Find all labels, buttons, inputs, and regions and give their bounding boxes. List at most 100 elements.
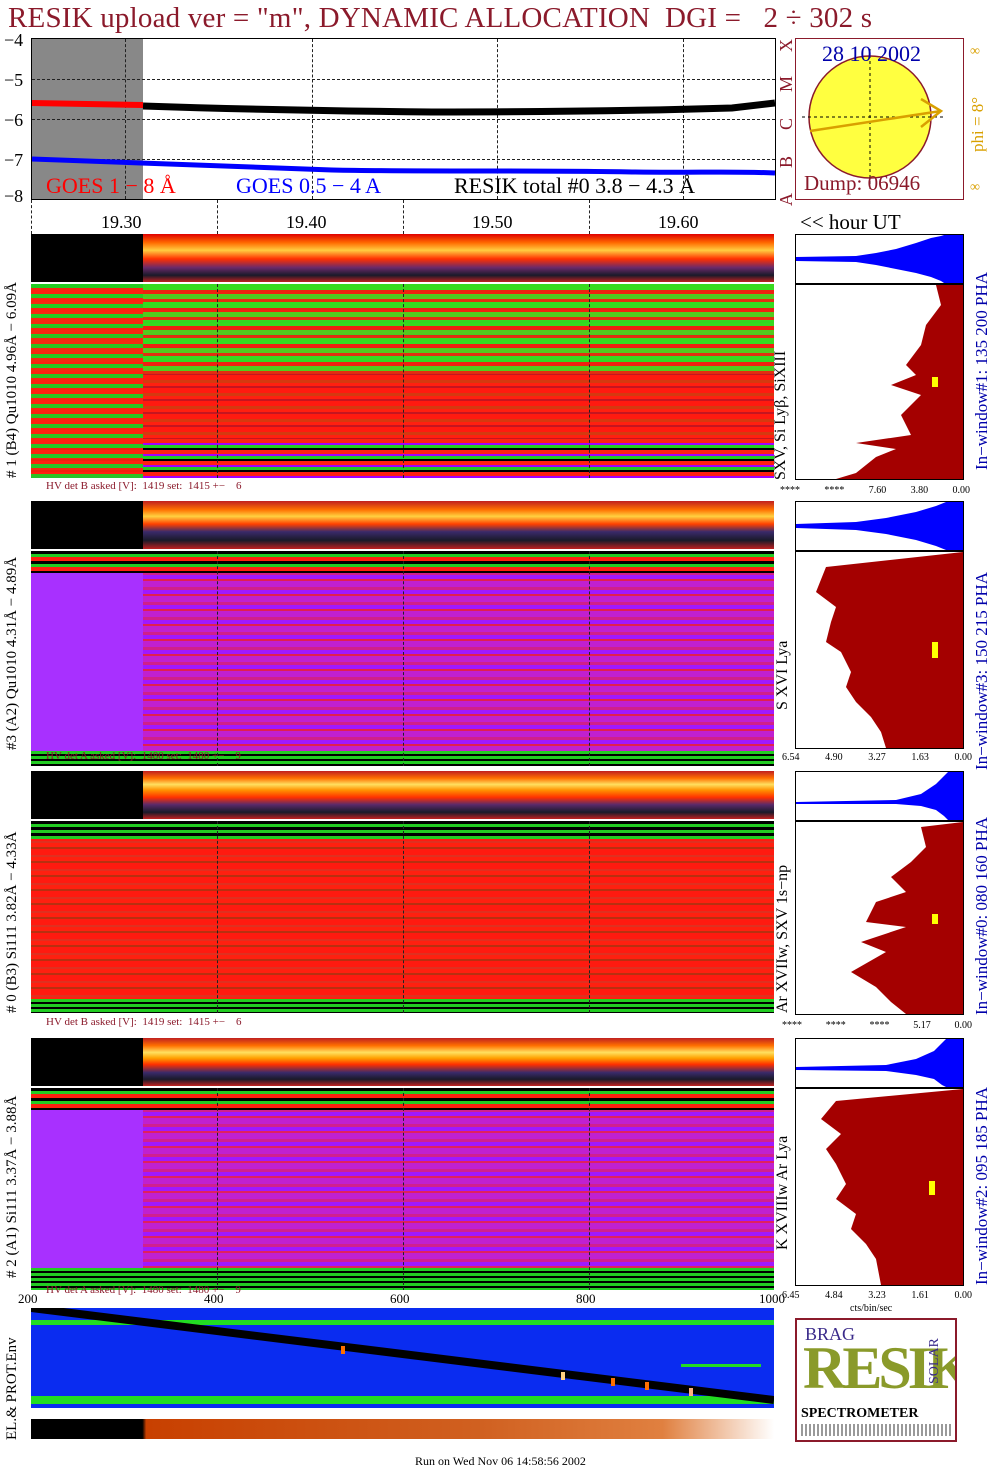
detector-3-left-label: #3 (A2) Qu1010 4.31Å − 4.89Å: [4, 556, 20, 750]
detector-1-window-label: In−window#1: 135 200 PHA: [972, 271, 991, 470]
detector-0-spectrogram: [31, 821, 774, 1013]
env-panel: [31, 1308, 774, 1408]
d0-tick-3: 5.17: [913, 1020, 931, 1031]
d0-tick-1: ****: [825, 1020, 846, 1031]
y-tick-m4: −4: [4, 30, 24, 50]
detector-2-left-label: # 2 (A1) Si111 3.37Å − 3.88Å: [4, 1095, 20, 1278]
detector-0-window-label: In−window#0: 080 160 PHA: [972, 816, 991, 1015]
logo-letters: RESIK: [803, 1335, 957, 1401]
detector-1-line-label: SXV, Si Lyβ, SiXIII: [772, 350, 789, 480]
d2-tick-1: 4.84: [825, 1290, 843, 1301]
d1-tick-0: ****: [780, 485, 800, 496]
dump-label: Dump: 06946: [804, 171, 921, 195]
d3-tick-0: 6.54: [782, 752, 800, 763]
detector-0-left-label: # 0 (B3) Si111 3.82Å − 4.33Å: [4, 831, 20, 1013]
detector-2-hv: HV det A asked [V]: 1480 set: 1480 +− 9: [46, 1284, 241, 1296]
detector-1-pha-hist: [795, 234, 964, 284]
goes-plot: GOES 1 − 8 Å GOES 0.5 − 4 A RESIK total …: [31, 38, 776, 200]
y-tick-m8: −8: [4, 186, 24, 206]
detector-0-line-label: Ar XVIIw, SXV 1s−np: [774, 864, 791, 1013]
time-tick-1940: 19.40: [286, 212, 327, 232]
detector-1-hist-ticks: **** **** 7.60 3.80 0.00: [780, 485, 970, 496]
detector-0-hv: HV det B asked [V]: 1419 set: 1415 +− 6: [46, 1016, 242, 1028]
y-tick-m6: −6: [4, 110, 24, 130]
env-color-bar: [31, 1419, 774, 1439]
detector-0-hist-ticks: **** **** **** 5.17 0.00: [782, 1020, 972, 1031]
detector-2-window-label: In−window#2: 095 185 PHA: [972, 1086, 991, 1285]
bottom-tick-200: 200: [18, 1291, 38, 1306]
logo-caption: SPECTROMETER: [801, 1406, 919, 1421]
detector-1-hv: HV det B asked [V]: 1419 set: 1415 +− 6: [46, 480, 242, 492]
detector-3-spectrogram: [31, 551, 774, 766]
bottom-tick-800: 800: [576, 1291, 596, 1306]
class-letter-b: B: [776, 155, 796, 168]
env-trend-line: [31, 1308, 774, 1404]
sun-date: 28 10 2002: [822, 41, 921, 66]
legend-resik-total: RESIK total #0 3.8 − 4.3 Å: [454, 173, 695, 198]
goes-long-curve: [32, 100, 144, 108]
class-letter-c: C: [776, 117, 796, 130]
bottom-tick-1000: 1000: [759, 1291, 785, 1306]
legend-goes-short: GOES 0.5 − 4 A: [236, 173, 382, 198]
d2-tick-3: 1.61: [911, 1290, 929, 1301]
detector-3-pha-strip: [31, 501, 774, 549]
d2-tick-0: 6.45: [782, 1290, 800, 1301]
detector-0-pha-hist: [795, 771, 964, 821]
detector-2-pha-strip: [31, 1038, 774, 1086]
goes-curves: [32, 99, 775, 176]
time-unit-label: << hour UT: [800, 210, 901, 234]
d0-tick-2: ****: [869, 1020, 890, 1031]
time-tick-1960: 19.60: [658, 212, 699, 232]
d1-tick-2: 7.60: [868, 485, 887, 496]
time-tick-1930: 19.30: [101, 212, 142, 232]
detector-1-pha-strip: [31, 234, 774, 282]
detector-3-hv: HV det A asked [V]: 1480 set: 1480 +− 9: [46, 750, 241, 762]
d2-tick-2: 3.23: [868, 1290, 886, 1301]
logo-side-letters: BRAG: [805, 1324, 856, 1344]
detector-2-hist-ticks: 6.45 4.84 3.23 1.61 0.00: [782, 1290, 972, 1301]
d3-tick-1: 4.90: [825, 752, 843, 763]
sun-panel: 28 10 2002 Dump: 06946: [795, 38, 964, 200]
d0-tick-0: ****: [782, 1020, 802, 1031]
footer-runtime: Run on Wed Nov 06 14:58:56 2002: [415, 1454, 586, 1468]
class-letter-a: A: [776, 193, 796, 206]
d1-tick-4: 0.00: [952, 485, 971, 496]
d1-tick-1: ****: [824, 485, 845, 496]
bottom-tick-400: 400: [204, 1291, 224, 1306]
detector-1-spectrogram: [31, 284, 774, 478]
detector-2-line-label: K XVIIIw Ar Lya: [774, 1135, 791, 1250]
y-tick-m7: −7: [4, 150, 24, 170]
d1-tick-3: 3.80: [910, 485, 929, 496]
detector-0-pha-strip: [31, 771, 774, 819]
d3-tick-4: 0.00: [954, 752, 973, 763]
env-left-label: EL.& PROT.Env: [4, 1337, 20, 1440]
time-tick-1950: 19.50: [472, 212, 513, 232]
goes-short-curve: [32, 156, 775, 176]
detector-3-window-label: In−window#3: 150 215 PHA: [972, 571, 991, 770]
detector-2-pha-hist: [795, 1038, 964, 1088]
detector-1-spectrum-hist: [795, 284, 964, 480]
resik-total-curve: [142, 99, 775, 116]
sun-axis-arrow: [809, 109, 942, 133]
bottom-tick-600: 600: [390, 1291, 410, 1306]
page-title: RESIK upload ver = "m", DYNAMIC ALLOCATI…: [8, 2, 873, 34]
d3-tick-2: 3.27: [868, 752, 886, 763]
detector-2-spectrum-hist: [795, 1088, 964, 1286]
bottom-axis-ticks: 200 400 600 800 1000: [18, 1291, 788, 1307]
legend-goes-long: GOES 1 − 8 Å: [46, 173, 176, 198]
detector-3-line-label: S XVI Lya: [774, 640, 791, 710]
class-letter-m: M: [776, 75, 796, 92]
detector-3-spectrum-hist: [795, 551, 964, 749]
detector-0-spectrum-hist: [795, 821, 964, 1015]
d0-tick-4: 0.00: [954, 1020, 973, 1031]
d2-tick-4: 0.00: [954, 1290, 973, 1301]
phi-inf-top: ∞: [970, 44, 980, 59]
y-tick-m5: −5: [4, 70, 24, 90]
logo-side-right: SOLAR: [927, 1338, 942, 1384]
detector-1-left-label: # 1 (B4) Qu1010 4.96Å − 6.09Å: [4, 282, 20, 478]
hist-axis-label: cts/bin/sec: [850, 1303, 893, 1314]
phi-label: phi = 8°: [968, 96, 987, 152]
class-letter-x: X: [776, 39, 796, 52]
detector-2-spectrogram: [31, 1088, 774, 1290]
d3-tick-3: 1.63: [911, 752, 929, 763]
